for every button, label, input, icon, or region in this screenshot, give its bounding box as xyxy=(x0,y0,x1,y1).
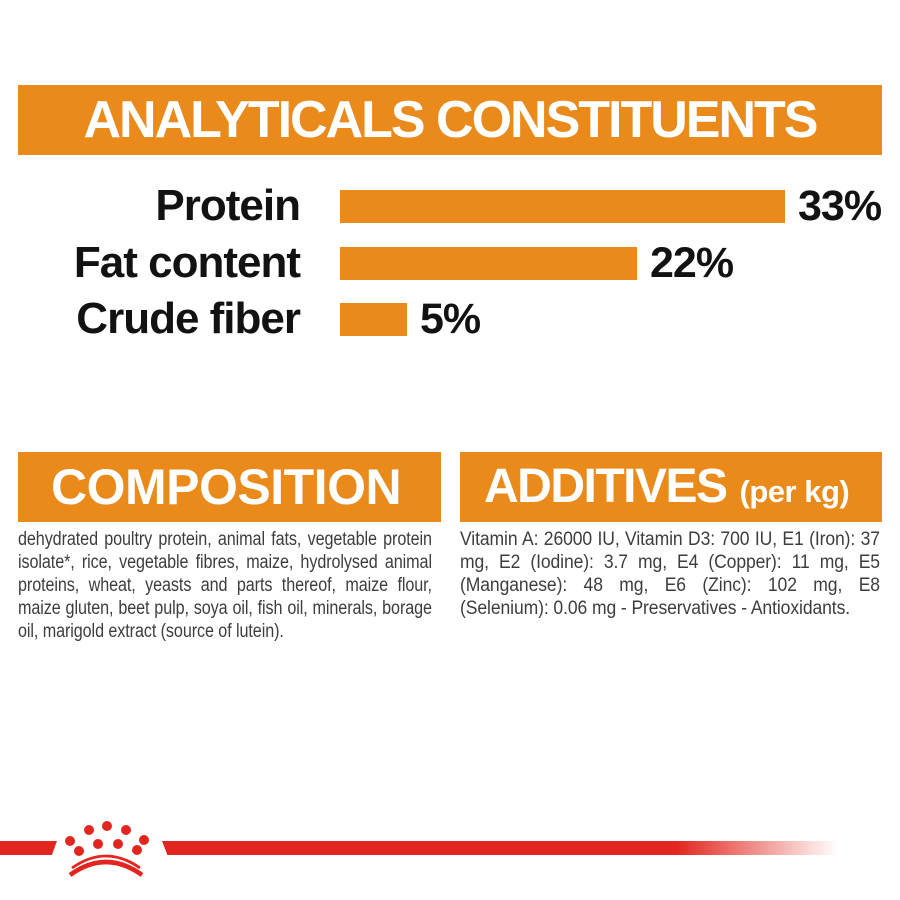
additives-banner: ADDITIVES (per kg) xyxy=(460,452,882,522)
bar-value-protein: 33% xyxy=(798,181,882,230)
analytical-constituents-banner: ANALYTICALS CONSTITUENTS xyxy=(18,85,882,155)
page-title: ANALYTICALS CONSTITUENTS xyxy=(83,91,819,149)
nutrition-bar-chart: Protein 33% Fat content 22% Crude fiber … xyxy=(0,183,900,348)
bar-value-crude-fiber: 5% xyxy=(420,294,481,343)
additives-text: Vitamin A: 26000 IU, Vitamin D3: 700 IU,… xyxy=(460,529,880,619)
composition-text: dehydrated poultry protein, animal fats,… xyxy=(18,529,432,642)
bar-label-fat-content: Fat content xyxy=(73,238,301,287)
fat-content-bar xyxy=(340,246,637,280)
footer-stripe-right xyxy=(162,841,838,855)
bar-label-protein: Protein xyxy=(155,181,301,230)
footer-stripe-left xyxy=(0,841,57,855)
crude-fiber-bar xyxy=(340,302,407,336)
additives-unit-note: (per kg) xyxy=(739,474,850,509)
composition-banner: COMPOSITION xyxy=(18,452,441,522)
additives-title: ADDITIVES xyxy=(484,460,728,513)
chart-row-crude-fiber: Crude fiber 5% xyxy=(0,296,900,342)
composition-title: COMPOSITION xyxy=(51,459,402,515)
protein-bar xyxy=(340,189,785,223)
royal-canin-crown-icon xyxy=(65,821,149,877)
bar-label-crude-fiber: Crude fiber xyxy=(76,294,301,343)
chart-row-protein: Protein 33% xyxy=(0,183,900,229)
chart-row-fat-content: Fat content 22% xyxy=(0,240,900,286)
bar-value-fat-content: 22% xyxy=(650,238,734,287)
